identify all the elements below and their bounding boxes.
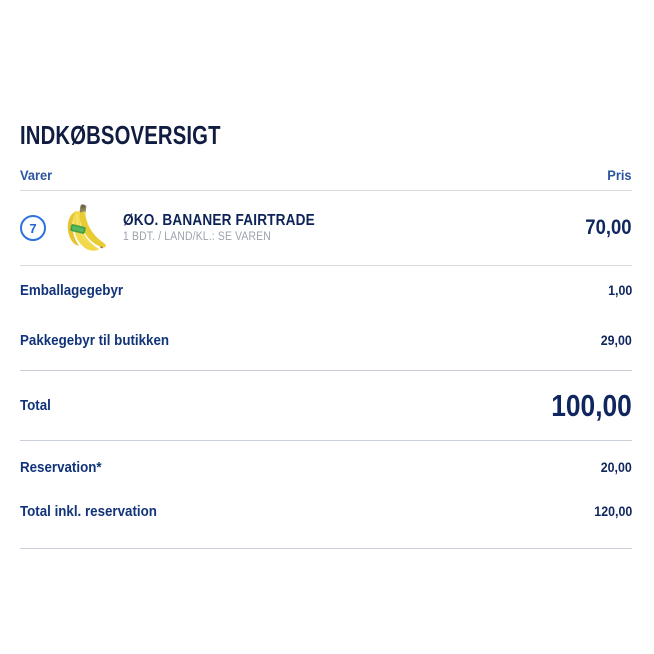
total-incl-reservation-price: 120,00: [594, 504, 632, 519]
product-details: 1 BDT. / LAND/KL.: SE VAREN: [123, 231, 271, 243]
fee-row-packaging: Emballagegebyr 1,00: [20, 266, 632, 316]
quantity-value: 7: [29, 220, 37, 236]
reservation-label: Reservation*: [20, 460, 102, 476]
total-incl-reservation-row: Total inkl. reservation 120,00: [20, 490, 632, 534]
bananas-icon[interactable]: [61, 204, 107, 252]
total-label: Total: [20, 397, 51, 414]
product-price: 70,00: [585, 216, 632, 239]
fee-price: 29,00: [600, 333, 632, 348]
column-header-items: Varer: [20, 168, 53, 183]
page-title: INDKØBSOVERSIGT: [20, 120, 221, 150]
reservation-section: Reservation* 20,00 Total inkl. reservati…: [20, 441, 632, 549]
table-header: Varer Pris: [20, 168, 632, 191]
fee-label: Pakkegebyr til butikken: [20, 333, 170, 349]
product-name-link[interactable]: ØKO. BANANER FAIRTRADE: [123, 212, 315, 229]
column-header-price: Pris: [607, 168, 632, 183]
total-price: 100,00: [551, 388, 632, 423]
fee-label: Emballagegebyr: [20, 283, 124, 299]
fee-row-store-packing: Pakkegebyr til butikken 29,00: [20, 316, 632, 366]
order-summary: INDKØBSOVERSIGT Varer Pris 7: [20, 120, 632, 549]
product-info: ØKO. BANANER FAIRTRADE 1 BDT. / LAND/KL.…: [123, 211, 579, 245]
total-incl-reservation-label: Total inkl. reservation: [20, 504, 157, 520]
total-row: Total 100,00: [20, 370, 632, 441]
reservation-row: Reservation* 20,00: [20, 446, 632, 490]
fee-section: Emballagegebyr 1,00 Pakkegebyr til butik…: [20, 266, 632, 370]
product-row: 7: [20, 191, 632, 266]
reservation-price: 20,00: [600, 460, 632, 475]
quantity-badge: 7: [20, 215, 46, 241]
fee-price: 1,00: [607, 283, 632, 298]
